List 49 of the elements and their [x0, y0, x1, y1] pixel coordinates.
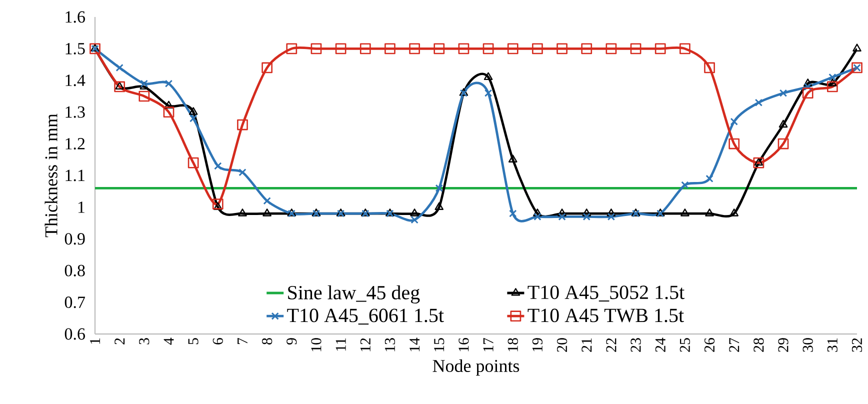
x-tick-label: 29	[778, 338, 788, 352]
x-tick-label: 30	[802, 338, 813, 352]
y-tick-label: 1.5	[66, 42, 85, 54]
y-tick-label: 1.1	[66, 170, 84, 182]
x-tick-label: 12	[360, 338, 370, 352]
y-tick-label: 0.8	[64, 264, 85, 276]
x-tick-label: 21	[582, 338, 592, 352]
x-tick-label: 6	[212, 338, 223, 344]
y-tick-label: 0.7	[64, 296, 85, 308]
y-tick-label: 1.2	[66, 138, 85, 150]
x-tick-label: 2	[114, 338, 125, 344]
x-tick-label: 7	[238, 338, 248, 344]
x-tick-label: 5	[188, 338, 198, 344]
x-tick-label: 3	[139, 338, 150, 344]
x-tick-label: 18	[508, 338, 518, 352]
x-tick-label: 32	[852, 338, 862, 352]
legend-label: T10 A45_5052 1.5t	[528, 286, 684, 302]
x-tick-label: 14	[410, 338, 420, 352]
x-tick-label: 11	[336, 338, 346, 351]
x-axis-title: Node points	[432, 359, 520, 376]
x-tick-label: 28	[754, 338, 764, 352]
x-tick-label: 13	[384, 338, 396, 352]
x-tick-label: 22	[606, 338, 616, 352]
y-tick-label: 0.6	[64, 328, 85, 340]
x-tick-label: 25	[680, 338, 690, 352]
x-tick-label: 23	[630, 338, 641, 352]
x-tick-label: 17	[483, 338, 494, 352]
y-tick-label: 0.9	[64, 233, 85, 245]
y-axis-title: Thickness in mm	[44, 114, 58, 238]
y-tick-label: 1.3	[66, 106, 85, 118]
legend-label: Sine law_45 deg	[288, 285, 420, 304]
x-tick-label: 15	[434, 338, 444, 352]
x-tick-label: 27	[729, 338, 740, 352]
x-tick-label: 24	[655, 338, 666, 352]
y-tick-label: 1.4	[66, 74, 86, 86]
legend-label: T10 A45_6061 1.5t	[287, 308, 444, 325]
y-tick-label: 1	[78, 202, 84, 213]
x-tick-label: 19	[532, 338, 542, 352]
legend-label: T10 A45 TWB 1.5t	[528, 308, 684, 322]
x-tick-label: 26	[704, 338, 715, 352]
x-tick-label: 20	[556, 338, 568, 352]
x-tick-label: 16	[458, 338, 469, 352]
x-tick-label: 8	[262, 338, 272, 344]
x-tick-label: 31	[827, 338, 838, 352]
x-tick-label: 9	[286, 338, 297, 345]
y-tick-label: 1.6	[66, 11, 85, 23]
x-tick-label: 4	[164, 338, 174, 345]
x-tick-label: 10	[311, 338, 322, 352]
x-tick-label: 1	[90, 338, 100, 344]
